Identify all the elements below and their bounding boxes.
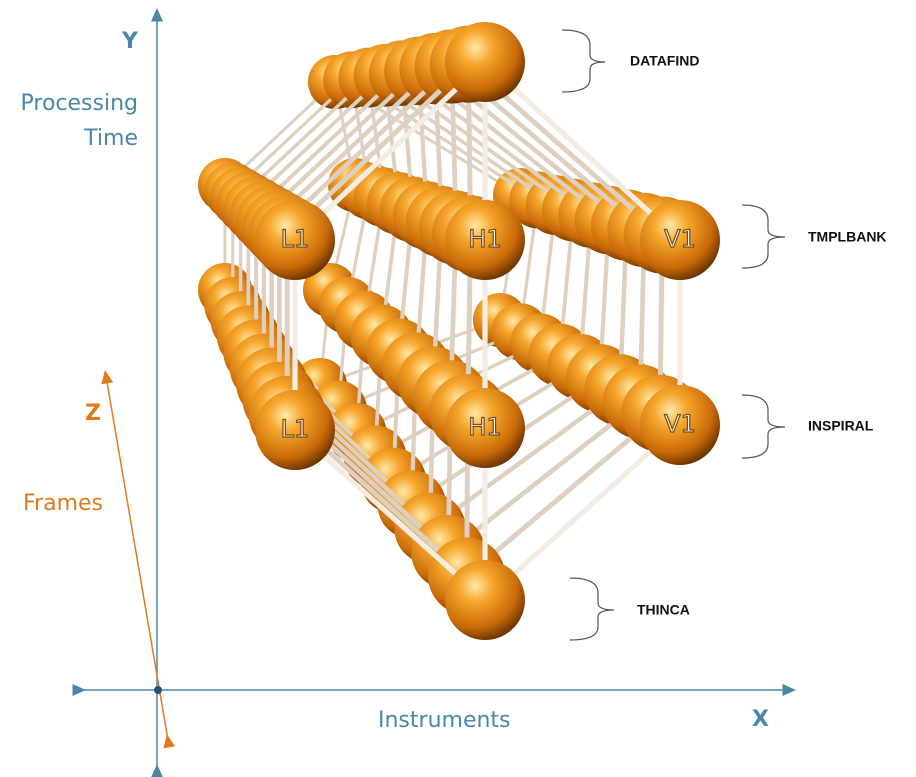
node-label: L1 (281, 225, 310, 253)
node-sphere (445, 200, 525, 280)
rod (428, 388, 622, 531)
x-label: Instruments (378, 708, 511, 733)
brace (741, 394, 786, 459)
lattice (198, 22, 720, 640)
rod (293, 60, 487, 242)
node-sphere (255, 390, 335, 470)
y-letter: Y (121, 29, 139, 54)
brace (741, 204, 786, 269)
node-sphere (640, 385, 720, 465)
stage-label: THINCA (637, 602, 690, 618)
z-axis (101, 370, 176, 749)
node-sphere (445, 22, 525, 102)
node-sphere (640, 200, 720, 280)
node-label: L1 (281, 415, 310, 443)
node-sphere (445, 388, 525, 468)
node-label: H1 (468, 413, 501, 441)
origin (154, 686, 162, 694)
node-label: H1 (468, 225, 501, 253)
brace (569, 577, 615, 641)
stage-label: INSPIRAL (808, 418, 874, 434)
y-label: Processing (21, 91, 138, 116)
node-labels: L1 H1 V1 L1 H1 V1 (280, 224, 696, 443)
rod (483, 423, 682, 602)
rod (293, 428, 487, 602)
rod (483, 60, 682, 242)
rod (446, 399, 642, 555)
node-sphere (445, 560, 525, 640)
node-label: V1 (664, 410, 696, 438)
stage-label: TMPLBANK (808, 229, 887, 245)
z-letter: Z (85, 401, 101, 426)
x-letter: X (752, 707, 769, 732)
node-label: V1 (664, 225, 696, 253)
y-label: Time (83, 126, 138, 151)
stage-label: DATAFIND (630, 53, 699, 69)
rod (465, 411, 662, 579)
rod (285, 62, 471, 236)
rod (270, 67, 437, 224)
z-label: Frames (23, 491, 103, 516)
rod (277, 64, 454, 230)
node-sphere (255, 200, 335, 280)
brace (561, 29, 606, 93)
